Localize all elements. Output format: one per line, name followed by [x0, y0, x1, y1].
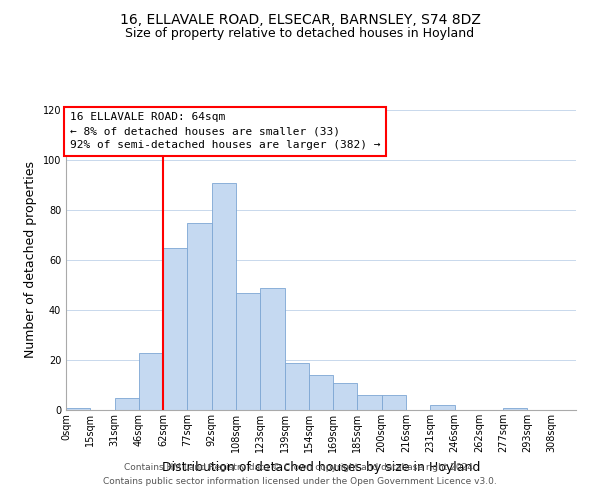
Bar [284, 362, 309, 410]
Bar [382, 395, 406, 410]
X-axis label: Distribution of detached houses by size in Hoyland: Distribution of detached houses by size … [162, 460, 480, 473]
Bar [503, 408, 527, 410]
Text: Contains HM Land Registry data © Crown copyright and database right 2024.: Contains HM Land Registry data © Crown c… [124, 464, 476, 472]
Bar [358, 395, 382, 410]
Bar [309, 375, 333, 410]
Bar [333, 382, 358, 410]
Bar [115, 398, 139, 410]
Bar [66, 408, 90, 410]
Text: 16, ELLAVALE ROAD, ELSECAR, BARNSLEY, S74 8DZ: 16, ELLAVALE ROAD, ELSECAR, BARNSLEY, S7… [119, 12, 481, 26]
Text: Size of property relative to detached houses in Hoyland: Size of property relative to detached ho… [125, 28, 475, 40]
Bar [139, 352, 163, 410]
Bar [163, 248, 187, 410]
Y-axis label: Number of detached properties: Number of detached properties [24, 162, 37, 358]
Text: 16 ELLAVALE ROAD: 64sqm
← 8% of detached houses are smaller (33)
92% of semi-det: 16 ELLAVALE ROAD: 64sqm ← 8% of detached… [70, 112, 380, 150]
Bar [236, 292, 260, 410]
Text: Contains public sector information licensed under the Open Government Licence v3: Contains public sector information licen… [103, 477, 497, 486]
Bar [260, 288, 284, 410]
Bar [187, 222, 212, 410]
Bar [212, 182, 236, 410]
Bar [430, 405, 455, 410]
